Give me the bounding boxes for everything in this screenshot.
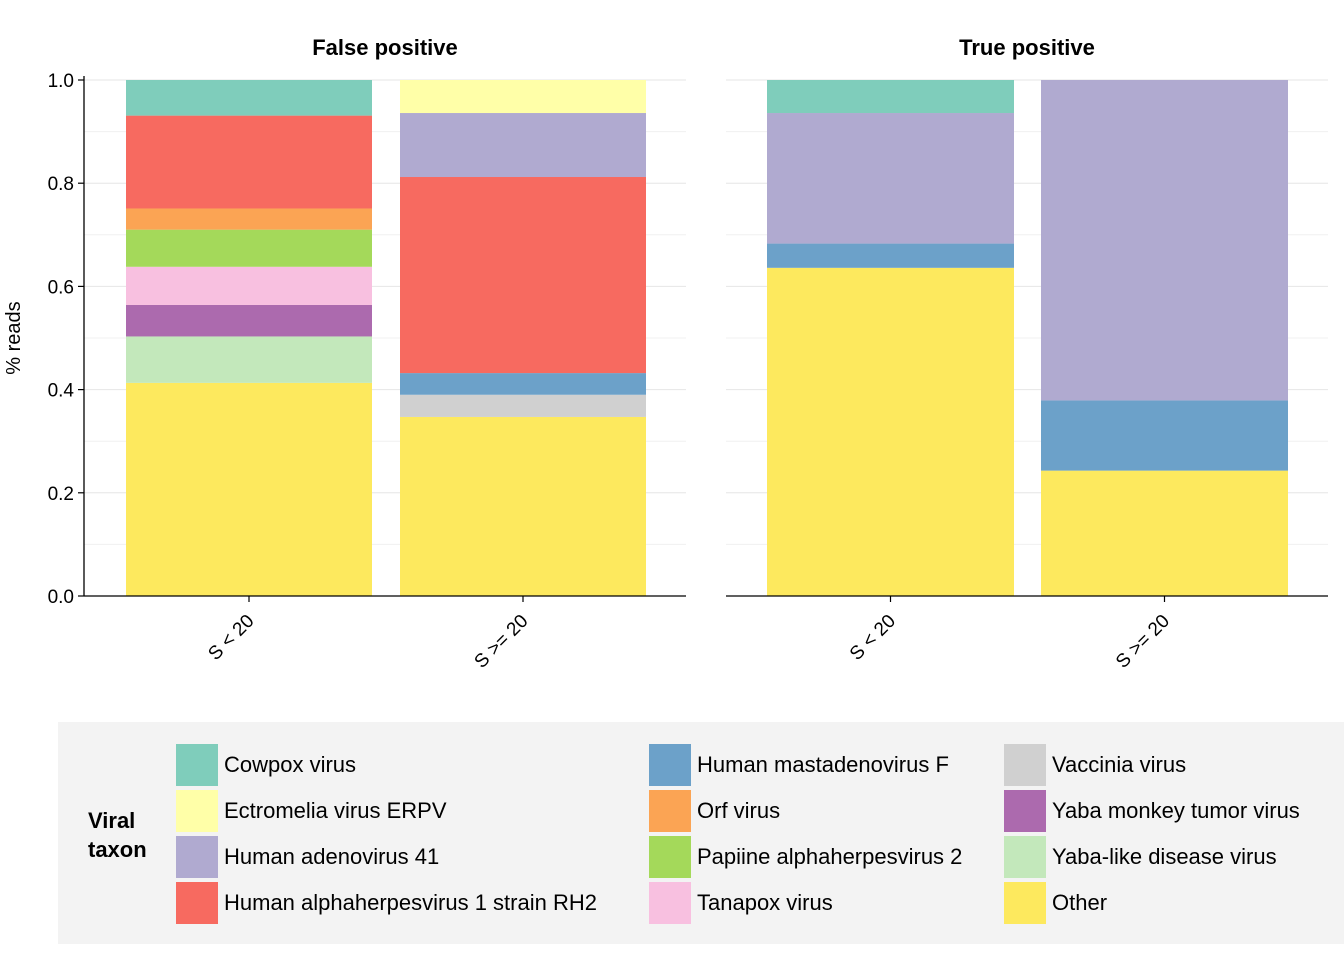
legend-item: Papiine alphaherpesvirus 2 [649,834,962,880]
panel-title: True positive [959,35,1095,60]
legend-label: Orf virus [697,798,781,823]
legend-title-line2: taxon [88,837,147,862]
legend-label: Cowpox virus [224,752,357,777]
legend-swatch [176,744,218,786]
legend-item: Cowpox virus [176,742,597,788]
legend-column-3: Vaccinia virus Yaba monkey tumor virus Y… [1004,742,1300,926]
legend-swatch [649,882,691,924]
panel-title: False positive [312,35,458,60]
bar-segment [1041,80,1288,401]
bar-segment [1041,470,1288,596]
legend-title-line1: Viral [88,808,136,833]
bar-segment [126,208,372,230]
legend-item: Other [1004,880,1300,926]
legend-label: Yaba-like disease virus [1052,844,1277,869]
bar-segment [126,304,372,337]
legend-swatch [1004,790,1046,832]
y-tick-label: 0.4 [48,381,75,402]
legend-item: Tanapox virus [649,880,962,926]
legend-label: Vaccinia virus [1052,752,1187,777]
y-tick-label: 0.8 [48,174,74,195]
legend-swatch [649,836,691,878]
bar-segment [400,177,646,374]
legend-swatch [1004,836,1046,878]
bar-segment [400,394,646,417]
legend-label: Ectromelia virus ERPV [224,798,447,823]
legend-swatch [176,882,218,924]
legend-item: Vaccinia virus [1004,742,1300,788]
bar-segment [126,336,372,383]
y-tick-label: 0.2 [48,484,74,505]
legend-label: Human mastadenovirus F [697,752,949,777]
bar-segment [400,113,646,178]
legend-column-2: Human mastadenovirus F Orf virus Papiine… [649,742,962,926]
legend-swatch [649,790,691,832]
legend-title: Viral taxon [88,806,168,864]
legend-swatch [649,744,691,786]
y-tick-label: 1.0 [48,71,74,92]
legend-label: Human adenovirus 41 [224,844,440,869]
legend-item: Human mastadenovirus F [649,742,962,788]
y-axis-title: % reads [3,301,25,374]
bar-segment [126,229,372,267]
legend-swatch [1004,744,1046,786]
legend-label: Yaba monkey tumor virus [1052,798,1300,823]
legend-swatch [176,836,218,878]
bar-segment [126,266,372,305]
legend-item: Human alphaherpesvirus 1 strain RH2 [176,880,597,926]
legend: Viral taxon Cowpox virus Ectromelia viru… [58,722,1344,944]
x-tick-label: S < 20 [846,611,900,665]
bar-segment [767,243,1014,268]
bar-segment [126,115,372,209]
bar-segment [126,382,372,596]
bar-segment [126,80,372,116]
legend-item: Ectromelia virus ERPV [176,788,597,834]
bar-segment [767,267,1014,596]
bar-segment [767,113,1014,244]
legend-swatch [176,790,218,832]
legend-item: Human adenovirus 41 [176,834,597,880]
bar-segment [400,80,646,114]
bar-segment [767,80,1014,114]
stacked-bar-chart: % reads S < 20 S >= 20 0.0 0.2 0.4 0.6 0.8 1.0 Fa… [3,35,1328,673]
x-tick-label: S < 20 [204,611,258,665]
legend-label: Human alphaherpesvirus 1 strain RH2 [224,890,597,915]
x-tick-label: S >= 20 [1112,611,1174,673]
legend-swatch [1004,882,1046,924]
y-tick-label: 0.6 [48,277,74,298]
legend-label: Tanapox virus [697,890,833,915]
legend-item: Yaba monkey tumor virus [1004,788,1300,834]
bar-segment [1041,400,1288,471]
legend-item: Orf virus [649,788,962,834]
legend-column-1: Cowpox virus Ectromelia virus ERPV Human… [176,742,597,926]
legend-label: Papiine alphaherpesvirus 2 [697,844,963,869]
legend-label: Other [1052,890,1108,915]
y-tick-label: 0.0 [48,587,74,608]
bar-segment [400,373,646,395]
legend-item: Yaba-like disease virus [1004,834,1300,880]
bar-segment [400,416,646,596]
x-tick-label: S >= 20 [471,611,533,673]
